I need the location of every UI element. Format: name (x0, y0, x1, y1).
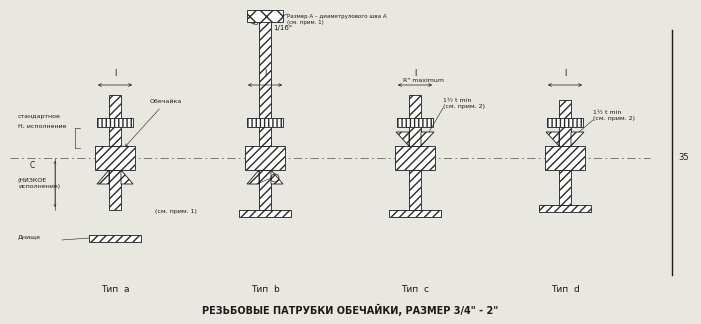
Text: Тип  с: Тип с (401, 285, 429, 295)
Bar (539, 205, 591, 212)
Text: H, исполнение: H, исполнение (18, 124, 67, 129)
Bar (247, 10, 283, 22)
Bar (409, 170, 421, 210)
Text: 1½ t min
(см. прим. 2): 1½ t min (см. прим. 2) (443, 98, 485, 109)
Polygon shape (121, 170, 133, 184)
Text: 35: 35 (678, 154, 688, 163)
Bar (409, 95, 421, 146)
Bar (559, 170, 571, 205)
Polygon shape (546, 132, 559, 146)
Bar (559, 100, 571, 146)
Text: l: l (564, 69, 566, 78)
Bar (259, 170, 271, 210)
Bar (545, 146, 585, 170)
Bar (547, 118, 583, 127)
Text: Размер А – диаметрулового шва А
(см. прим. 1): Размер А – диаметрулового шва А (см. при… (287, 14, 387, 25)
Text: l: l (414, 69, 416, 78)
Text: R" maximum: R" maximum (403, 78, 444, 83)
Text: l: l (114, 69, 116, 78)
Bar (395, 146, 435, 170)
Text: РЕЗЬБОВЫЕ ПАТРУБКИ ОБЕЧАЙКИ, РАЗМЕР 3/4" - 2": РЕЗЬБОВЫЕ ПАТРУБКИ ОБЕЧАЙКИ, РАЗМЕР 3/4"… (202, 304, 498, 316)
Bar (109, 95, 121, 146)
Bar (247, 118, 283, 127)
Text: Тип  d: Тип d (550, 285, 579, 295)
Bar (239, 210, 291, 217)
Text: C: C (30, 161, 35, 170)
Text: 45°: 45° (251, 20, 264, 26)
Text: стандартное: стандартное (18, 114, 61, 119)
Text: l: l (264, 69, 266, 78)
Bar (397, 118, 433, 127)
Text: (см. прим. 1): (см. прим. 1) (155, 209, 197, 214)
Bar (259, 10, 271, 146)
Polygon shape (247, 170, 259, 184)
Bar (409, 95, 421, 146)
Bar (559, 170, 571, 205)
Polygon shape (396, 132, 409, 146)
Polygon shape (571, 132, 584, 146)
Bar (97, 118, 133, 127)
Text: Тип  b: Тип b (251, 285, 280, 295)
Bar (389, 210, 441, 217)
Bar (109, 95, 121, 146)
Text: 1/16": 1/16" (273, 25, 292, 31)
Bar (239, 210, 291, 217)
Bar (89, 235, 141, 242)
Polygon shape (421, 132, 434, 146)
Text: Днище: Днище (18, 234, 41, 239)
Bar (547, 118, 583, 127)
Bar (109, 170, 121, 210)
Bar (245, 146, 285, 170)
Polygon shape (97, 170, 109, 184)
Bar (109, 170, 121, 210)
Text: 1½ t min
(см. прим. 2): 1½ t min (см. прим. 2) (593, 110, 635, 121)
Text: Тип  а: Тип а (101, 285, 129, 295)
Bar (409, 170, 421, 210)
Bar (539, 205, 591, 212)
Bar (259, 10, 271, 146)
Bar (395, 146, 435, 170)
Bar (545, 146, 585, 170)
Bar (559, 100, 571, 146)
Bar (95, 146, 135, 170)
Bar (89, 235, 141, 242)
Bar (389, 210, 441, 217)
Bar (247, 118, 283, 127)
Bar (97, 118, 133, 127)
Bar (245, 146, 285, 170)
Text: (НИЗКОЕ
исполнение): (НИЗКОЕ исполнение) (18, 178, 60, 189)
Bar (95, 146, 135, 170)
Polygon shape (271, 170, 283, 184)
Bar (397, 118, 433, 127)
Bar (247, 10, 283, 22)
Text: Обечайка: Обечайка (125, 99, 182, 146)
Bar (259, 170, 271, 210)
